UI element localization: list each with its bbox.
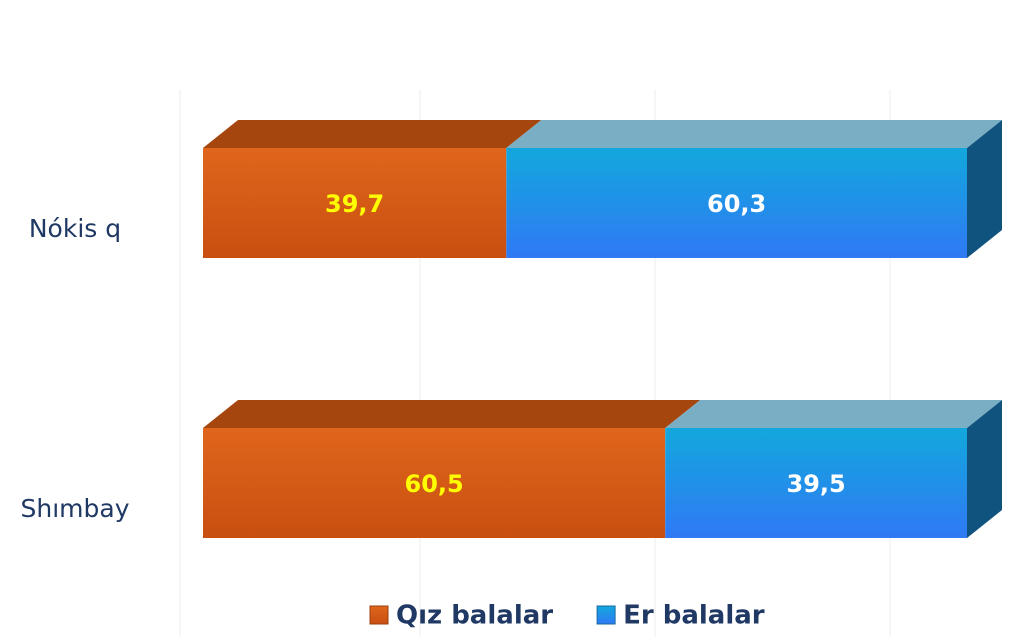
value-label: 60,3	[707, 190, 766, 218]
bar-segment	[203, 400, 701, 538]
bar-front	[203, 428, 666, 538]
value-label: 60,5	[405, 470, 464, 498]
bar-segment	[665, 400, 1002, 538]
category-label: Shımbay	[21, 494, 130, 523]
legend-label: Er balalar	[623, 601, 765, 631]
value-label: 39,5	[787, 470, 846, 498]
bar-side	[967, 120, 1002, 258]
category-label: Nókis q	[29, 214, 121, 243]
bar-top	[203, 400, 701, 428]
bar-segment	[506, 120, 1002, 258]
bar-front	[506, 148, 967, 258]
bar-top	[665, 400, 1002, 428]
legend-label: Qız balalar	[396, 601, 553, 631]
legend-swatch	[596, 605, 616, 625]
bar-top	[203, 120, 542, 148]
bar-front	[203, 148, 507, 258]
bar-segment	[203, 120, 542, 258]
bar-side	[967, 400, 1002, 538]
value-label: 39,7	[325, 190, 384, 218]
legend-swatch	[369, 605, 389, 625]
bar-top	[506, 120, 1002, 148]
bar-front	[665, 428, 967, 538]
